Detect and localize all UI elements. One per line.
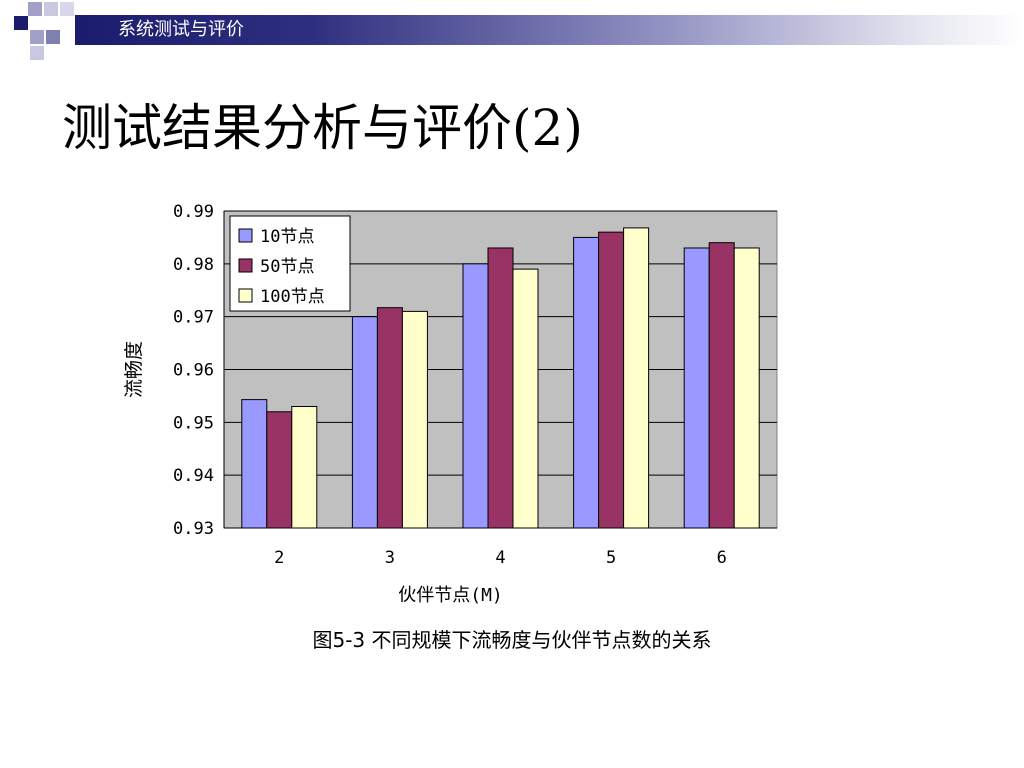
bar-3-2 [401,310,428,529]
bar-2-0 [241,399,268,529]
logo-square-3 [44,2,58,16]
y-tick-label: 0.93 [173,519,214,539]
bar-2-1 [266,411,293,529]
header-bar: 系统测试与评价 [0,0,1024,60]
logo-square-5 [30,30,44,44]
chart-svg: 0.99 0.98 0.97 0.96 0.95 0.94 0.93 2 3 4 5 6 伙伴节点(M)… [123,202,778,606]
chart: 0.99 0.98 0.97 0.96 0.95 0.94 0.93 2 3 4 5 6 伙伴节点(M)… [100,190,800,620]
bar-4-0 [462,263,489,529]
logo-square-6 [46,30,60,44]
bar-4-2 [512,268,539,529]
y-tick-label: 0.95 [173,413,214,433]
figure-caption: 图5-3 不同规模下流畅度与伙伴节点数的关系 [312,628,712,652]
bar-5-1 [598,231,625,529]
legend-label: 10节点 [260,227,314,247]
x-tick-label: 4 [495,548,505,568]
x-tick-label: 2 [274,548,284,568]
legend-swatch [238,228,253,243]
y-tick-label: 0.98 [173,255,214,275]
bar-3-1 [376,307,403,529]
y-tick-label: 0.97 [173,308,214,328]
bar-5-2 [623,227,650,529]
bar-5-0 [573,236,600,529]
bar-6-2 [733,247,760,529]
logo-square-1 [14,16,28,30]
legend-label: 100节点 [260,287,325,307]
bar-3-0 [351,316,378,529]
legend-swatch [238,258,253,273]
bar-6-0 [683,247,710,529]
header-band [75,15,1024,45]
y-tick-label: 0.94 [173,466,214,486]
legend-swatch [238,288,253,303]
x-tick-label: 5 [606,548,616,568]
logo-square-2 [28,2,42,16]
bar-6-1 [708,242,735,529]
x-tick-label: 3 [385,548,395,568]
y-tick-label: 0.99 [173,202,214,222]
bar-4-1 [487,247,514,529]
x-tick-label: 6 [717,548,727,568]
x-axis-label: 伙伴节点(M) [398,585,503,606]
y-axis-label: 流畅度 [123,341,145,398]
bar-2-2 [291,405,318,529]
logo-square-7 [30,46,44,60]
y-tick-label: 0.96 [173,361,214,381]
header-title: 系统测试与评价 [118,19,244,40]
legend-label: 50节点 [260,257,314,277]
page-title: 测试结果分析与评价(2) [62,99,583,157]
logo-square-4 [60,2,74,16]
